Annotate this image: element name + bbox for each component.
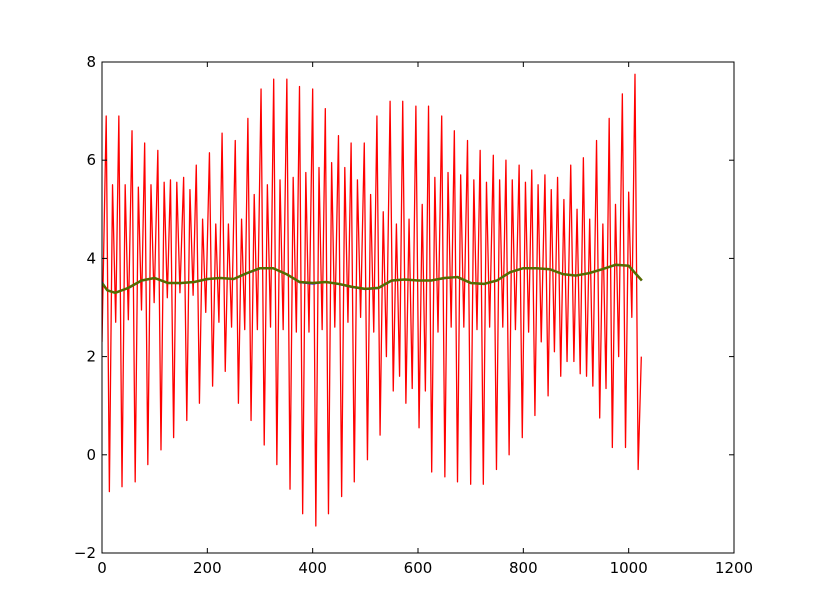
y-tick-label: −2	[74, 544, 96, 562]
plot-lines	[102, 73, 643, 527]
x-tick-label: 200	[193, 559, 222, 577]
y-tick-label: 4	[86, 249, 96, 267]
y-tick-label: 2	[86, 348, 96, 366]
x-tick-label: 600	[404, 559, 433, 577]
x-tick-label: 0	[97, 559, 107, 577]
x-tick-label: 1000	[610, 559, 648, 577]
x-tick-label: 800	[509, 559, 538, 577]
y-tick-label: 8	[86, 53, 96, 71]
x-tick-label: 1200	[715, 559, 753, 577]
series-line	[102, 263, 643, 295]
series-line	[102, 73, 642, 527]
x-tick-label: 400	[298, 559, 327, 577]
y-tick-label: 0	[86, 446, 96, 464]
y-tick-label: 6	[86, 151, 96, 169]
